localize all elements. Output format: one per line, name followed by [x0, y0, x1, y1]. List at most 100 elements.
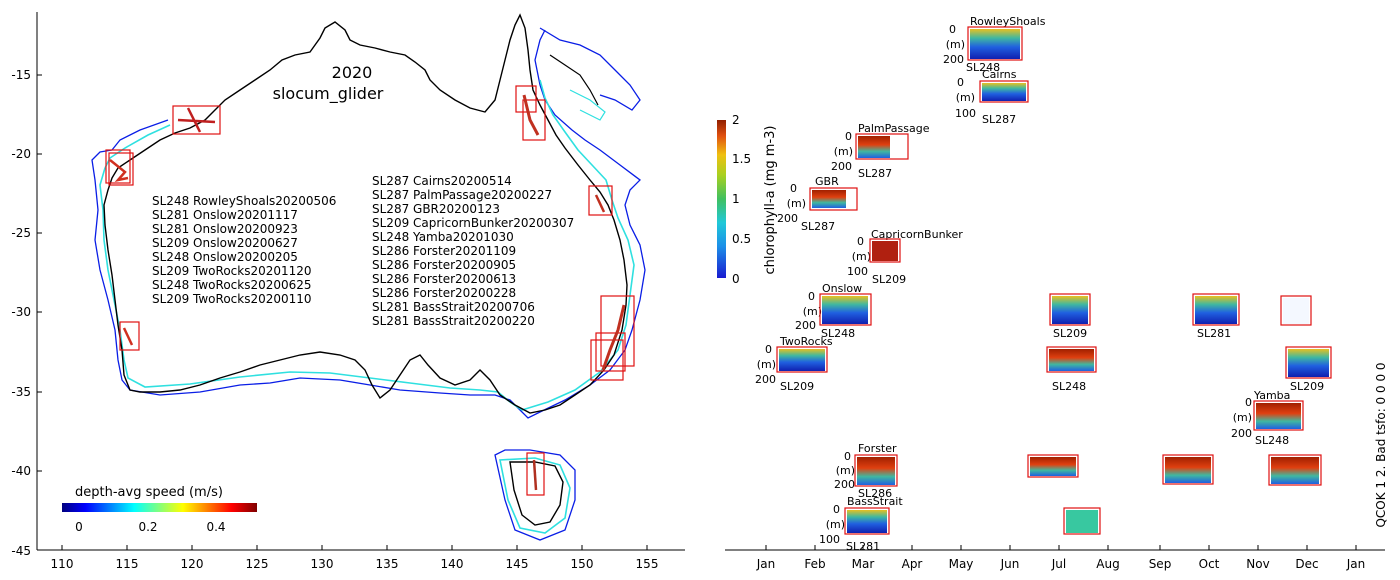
section-frame [1049, 293, 1091, 326]
chl-section-bassstrait [847, 510, 887, 533]
section-frame [1027, 454, 1079, 478]
deployment-entry: SL286 Forster20200613 [372, 272, 516, 286]
glider-track [601, 304, 626, 371]
glider-id: SL287 [801, 220, 835, 233]
x-tick-label: 120 [181, 557, 204, 571]
depth-top: 0 [957, 76, 964, 89]
depth-max: 200 [795, 319, 816, 332]
deployment-entry: SL281 Onslow20200923 [152, 222, 298, 236]
section-frame [1162, 454, 1214, 485]
depth-top: 0 [833, 503, 840, 516]
deployment-entry: SL248 TwoRocks20200625 [152, 278, 312, 292]
depth-max: 200 [831, 160, 852, 173]
chl-section-onslow [1195, 296, 1237, 324]
deployment-list-2: SL287 Cairns20200514 SL287 PalmPassage20… [372, 174, 574, 328]
depth-unit: (m) [757, 358, 776, 371]
section-frame [1285, 346, 1332, 379]
deployment-box [522, 99, 546, 141]
section-frame [819, 293, 872, 326]
glider-id: SL248 [1255, 434, 1289, 447]
speed-colorbar-ramp [62, 503, 257, 512]
site-label: Cairns [982, 68, 1017, 81]
month-label: Sep [1149, 557, 1172, 571]
depth-unit: (m) [787, 197, 806, 210]
deployment-box [526, 452, 545, 496]
chl-section-forster [857, 457, 895, 485]
depth-max: 200 [1231, 427, 1252, 440]
section-frame [869, 238, 901, 263]
month-label: Nov [1246, 557, 1269, 571]
glider-id: SL209 [780, 380, 814, 393]
depth-top: 0 [845, 130, 852, 143]
chl-section-tworocks [1288, 349, 1329, 377]
png-coast-black [549, 54, 599, 106]
glider-id: SL287 [858, 167, 892, 180]
x-tick-label: 130 [311, 557, 334, 571]
chl-colorbar: 2 1.5 1 0.5 0 chlorophyll-a (mg m-3) [717, 113, 778, 286]
glider-track [122, 327, 134, 346]
site-group-capricornbunker: CapricornBunker 0 (m) 100 SL209 [847, 228, 963, 286]
timeline-axes: Jan Feb Mar Apr May Jun Jul Aug Sep Oct … [725, 362, 1388, 571]
glider-id: SL248 [821, 327, 855, 340]
glider-id: SL209 [1290, 380, 1324, 393]
glider-track [109, 159, 129, 182]
tasmania-isobath [494, 449, 576, 541]
australia-coastline [103, 13, 628, 414]
speed-colorbar-tick: 0.4 [206, 520, 225, 534]
section-frame [1063, 507, 1101, 535]
y-tick-label: -20 [11, 147, 31, 161]
x-tick-label: 145 [506, 557, 529, 571]
map-content: 2020 slocum_glider SL248 RowleyShoals202… [62, 13, 646, 541]
y-tick-label: -35 [11, 385, 31, 399]
y-tick-label: -30 [11, 305, 31, 319]
depth-top: 0 [808, 290, 815, 303]
chl-colorbar-tick: 0 [732, 272, 740, 286]
chl-section-yamba [1256, 403, 1301, 429]
chl-section-tworocks [779, 349, 825, 371]
deployment-box [588, 185, 613, 216]
depth-unit: (m) [834, 145, 853, 158]
deployment-entry: SL286 Forster20200228 [372, 286, 516, 300]
chl-section-onslow [1052, 296, 1088, 324]
deployment-entry: SL248 Onslow20200205 [152, 250, 298, 264]
depth-top: 0 [1245, 396, 1252, 409]
month-label: Apr [902, 557, 923, 571]
glider-id: SL287 [982, 113, 1016, 126]
site-group-bassstrait: BassStrait 0 (m) 100 SL281 [819, 495, 1101, 553]
deployment-box [105, 149, 131, 184]
depth-unit: (m) [852, 250, 871, 263]
site-label: GBR [815, 175, 839, 188]
site-label: RowleyShoals [970, 15, 1046, 28]
chl-colorbar-label: chlorophyll-a (mg m-3) [763, 126, 778, 275]
depth-max: 200 [777, 212, 798, 225]
site-group-cairns: Cairns 0 (m) 100 SL287 [955, 68, 1029, 126]
month-label: Jan [756, 557, 776, 571]
deployment-box [515, 85, 537, 113]
section-frame [776, 346, 828, 373]
x-tick-label: 110 [51, 557, 74, 571]
chl-section-forster [1271, 457, 1319, 484]
x-tick-label: 150 [571, 557, 594, 571]
site-label: Forster [858, 442, 897, 455]
glider-id: SL281 [846, 540, 880, 553]
section-frame [855, 133, 909, 160]
chl-section-onslow [1283, 298, 1309, 324]
x-tick-label: 125 [246, 557, 269, 571]
month-label: May [949, 557, 974, 571]
chl-colorbar-tick: 1 [732, 192, 740, 206]
speed-colorbar-tick: 0.2 [138, 520, 157, 534]
month-label: Jul [1051, 557, 1066, 571]
glider-id: SL248 [1052, 380, 1086, 393]
section-frame [1280, 295, 1312, 326]
chl-colorbar-tick: 1.5 [732, 152, 751, 166]
tasmania-coastline [509, 461, 564, 526]
month-label: Jan [1346, 557, 1366, 571]
section-frame [1192, 293, 1240, 326]
chl-colorbar-tick: 2 [732, 113, 740, 127]
chl-section-bassstrait [1066, 510, 1098, 533]
x-tick-label: 155 [636, 557, 659, 571]
speed-colorbar-label: depth-avg speed (m/s) [75, 485, 223, 500]
depth-max: 100 [819, 533, 840, 546]
map-y-ticks: -15 -20 -25 -30 -35 -40 -45 [11, 68, 42, 558]
